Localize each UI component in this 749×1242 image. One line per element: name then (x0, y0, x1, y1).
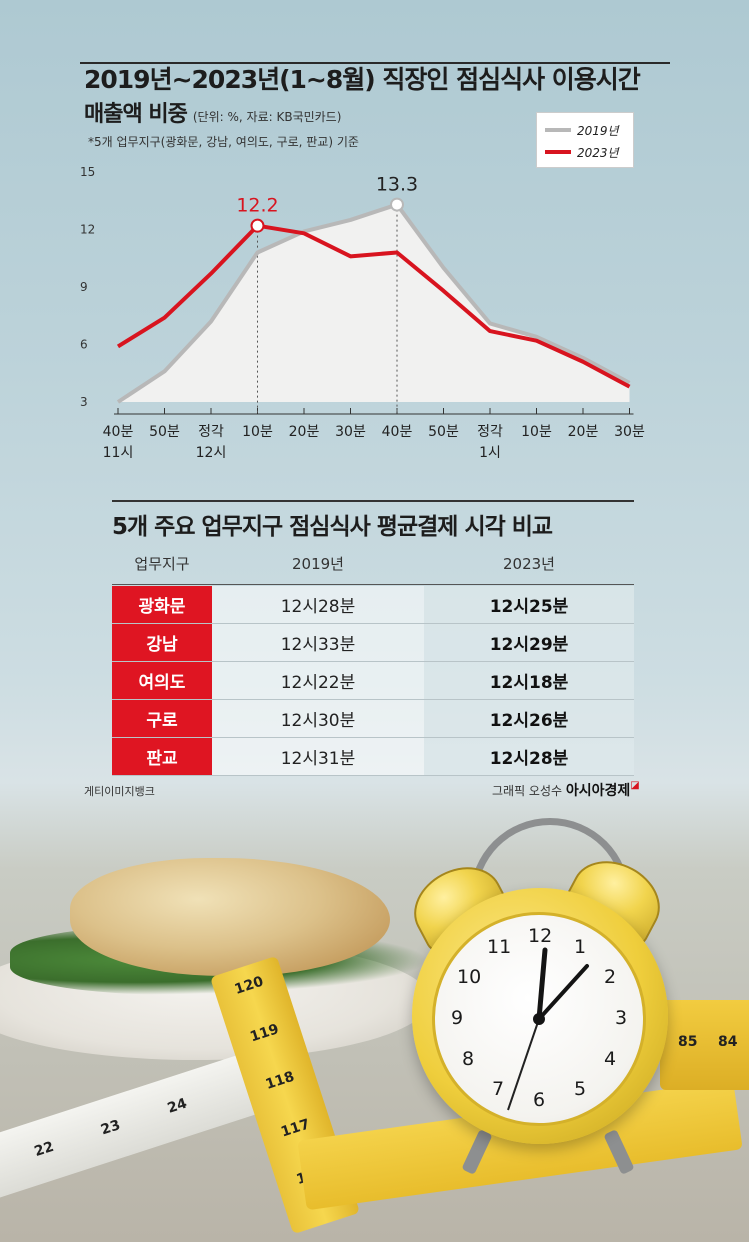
time-2019: 12시33분 (212, 624, 424, 661)
measuring-tape-yellow-right: 85 84 (660, 1000, 749, 1090)
hour-hand (536, 947, 548, 1022)
x-tick-sublabel: 11시 (103, 445, 134, 461)
x-tick-label: 50분 (149, 424, 180, 440)
table-title-rule (112, 500, 634, 502)
table-title: 5개 주요 업무지구 점심식사 평균결제 시각 비교 (112, 514, 553, 540)
tape-number: 85 (678, 1034, 698, 1050)
y-tick-label: 15 (80, 165, 95, 179)
chart-legend: 2019년 2023년 (536, 112, 634, 168)
clock-number: 11 (487, 935, 512, 958)
y-tick-label: 9 (80, 280, 88, 294)
x-tick-sublabel: 1시 (479, 445, 501, 461)
x-tick-label: 50분 (428, 424, 459, 440)
y-tick-label: 12 (80, 223, 95, 237)
series-line-2019년 (116, 202, 631, 404)
clock-center (533, 1013, 545, 1025)
clock-number: 6 (532, 1089, 546, 1111)
x-tick-label: 20분 (568, 424, 599, 440)
district-label: 광화문 (112, 586, 212, 623)
district-label: 구로 (112, 700, 212, 737)
line-chart: 15 12 9 6 3 40분 11시 50분 정각 12시 10분 20분 30분 40분 50분 정각 1시… (80, 165, 645, 461)
time-2019: 12시30분 (212, 700, 424, 737)
legend-swatch-2023 (545, 150, 571, 154)
chart-note: *5개 업무지구(광화문, 강남, 여의도, 구로, 판교) 기준 (88, 135, 359, 149)
clock-number: 10 (456, 966, 482, 988)
time-2023: 12시28분 (424, 738, 634, 775)
legend-item-2019: 2019년 (545, 122, 619, 138)
unit-source: (단위: %, 자료: KB국민카드) (192, 110, 342, 124)
x-tick-label: 10분 (242, 424, 273, 440)
x-tick-label: 40분 (103, 424, 134, 440)
clock-number: 7 (491, 1078, 505, 1100)
chart-subtitle-main: 매출액 비중 (84, 102, 188, 127)
table-row: 여의도 12시22분 12시18분 (112, 662, 634, 700)
table-row: 구로 12시30분 12시26분 (112, 700, 634, 738)
legend-label-2019: 2019년 (577, 123, 619, 138)
legend-swatch-2019 (545, 128, 571, 132)
x-tick-label: 20분 (289, 424, 320, 440)
time-2023: 12시29분 (424, 624, 634, 661)
table-row: 강남 12시33분 12시29분 (112, 624, 634, 662)
graphic-credit-author: 그래픽 오성수 (492, 784, 563, 798)
district-label: 강남 (112, 624, 212, 661)
graphic-credit: 그래픽 오성수 아시아경제◪ (492, 780, 640, 800)
y-tick-label: 6 (80, 338, 88, 352)
clock-number: 9 (450, 1007, 464, 1029)
data-label: 13.3 (376, 174, 418, 196)
legend-item-2023: 2023년 (545, 144, 619, 160)
clock-number: 3 (614, 1007, 628, 1029)
data-point-marker (390, 197, 404, 212)
data-label: 12.2 (236, 195, 278, 217)
table-row: 판교 12시31분 12시28분 (112, 738, 634, 776)
time-2019: 12시31분 (212, 738, 424, 775)
clock-number: 5 (573, 1078, 587, 1100)
chart-title: 2019년~2023년(1~8월) 직장인 점심식사 이용시간 (84, 65, 641, 94)
x-tick-sublabel: 12시 (196, 445, 227, 461)
time-2019: 12시28분 (212, 586, 424, 623)
table-row: 광화문 12시28분 12시25분 (112, 586, 634, 624)
clock-number: 2 (603, 966, 617, 988)
data-point-marker (250, 218, 265, 233)
minute-hand (537, 964, 589, 1021)
table-header-2019: 2019년 (292, 555, 344, 573)
legend-label-2023: 2023년 (577, 145, 619, 160)
publisher-logo: 아시아경제 (565, 783, 631, 799)
photo-credit: 게티이미지뱅크 (84, 785, 155, 798)
x-tick-label: 30분 (614, 424, 645, 440)
time-2023: 12시25분 (424, 586, 634, 623)
x-tick-label: 10분 (521, 424, 552, 440)
table-header-district: 업무지구 (134, 555, 190, 573)
table-header-rule (112, 584, 634, 585)
clock-number: 8 (461, 1048, 475, 1070)
area-2019 (118, 204, 630, 402)
x-tick-label: 40분 (382, 424, 413, 440)
district-label: 판교 (112, 738, 212, 775)
x-tick-label: 30분 (335, 424, 366, 440)
second-hand (507, 1018, 540, 1111)
clock-number: 12 (528, 925, 553, 947)
publisher-logo-mark: ◪ (630, 780, 640, 791)
x-tick-label: 정각 (198, 424, 224, 440)
clock-number: 4 (603, 1048, 617, 1070)
time-2023: 12시18분 (424, 662, 634, 699)
table-header-2023: 2023년 (503, 555, 555, 573)
y-tick-label: 3 (80, 395, 88, 409)
chicken-breast (70, 858, 390, 976)
clock-number: 1 (573, 935, 587, 958)
time-2023: 12시26분 (424, 700, 634, 737)
chart-subtitle: 매출액 비중 (단위: %, 자료: KB국민카드) (84, 96, 341, 128)
x-tick-label: 정각 (477, 424, 503, 440)
series-line-2023년 (116, 223, 631, 389)
title-rule (80, 62, 670, 64)
district-label: 여의도 (112, 662, 212, 699)
time-2019: 12시22분 (212, 662, 424, 699)
tape-number: 84 (718, 1034, 738, 1050)
